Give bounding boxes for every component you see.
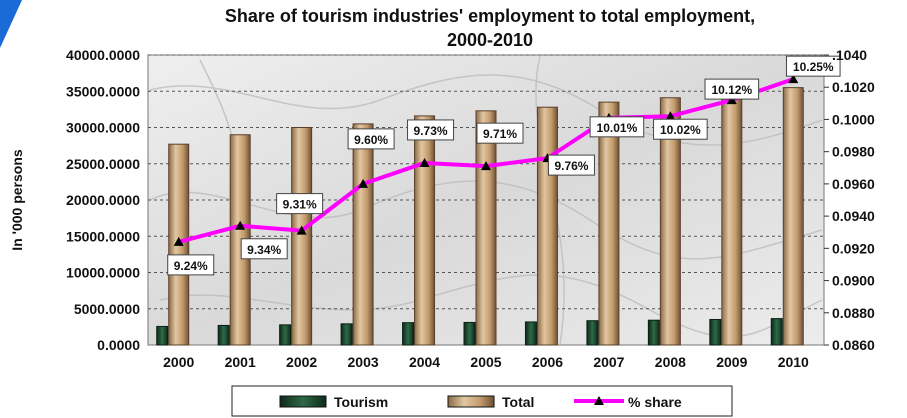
legend-swatch-total [447,395,495,408]
data-label-box [653,118,708,140]
y-axis-right: 0.0860 0.0880 0.0900 0.0920 0.0940 0.0960 0.09… [824,47,875,353]
data-label-box [589,116,645,138]
legend-label-share: % share [628,394,682,410]
x-tick-label: 2002 [286,354,317,370]
share-marker [788,74,799,84]
bar-total [598,101,620,346]
data-label: 9.24% [174,259,208,273]
y2-tick-label: 0.0880 [832,305,875,321]
corner-accent [0,0,22,48]
y-tick-label: 25000.0000 [66,156,140,172]
x-tick-label: 2010 [778,354,809,370]
bar-tourism [586,320,599,346]
share-marker [665,111,676,121]
bar-total [291,127,313,346]
x-tick-label: 2007 [593,354,624,370]
bar-tourism [463,321,476,346]
data-label-box [476,122,524,144]
bar-total [721,92,743,346]
y-tick-label: 30000.0000 [66,120,140,136]
y2-tick-label: 0.0980 [832,144,875,160]
share-marker [481,161,491,171]
bar-tourism [709,318,722,346]
data-label-box [347,128,395,150]
bar-total [659,97,681,346]
y-axis-left: 0.0000 5000.0000 10000.0000 15000.0000 20000… [66,47,140,353]
data-label-box [785,55,841,77]
x-tick-label: 2004 [409,354,440,370]
x-tick-label: 2006 [532,354,563,370]
data-label: 10.12% [711,83,752,97]
chart-title-line2: 2000-2010 [447,30,533,50]
y-tick-label: 0.0000 [97,337,140,353]
bar-total [475,110,497,346]
y2-tick-label: 0.0860 [832,337,875,353]
y-tick-label: 20000.0000 [66,192,140,208]
data-label-box [167,254,215,276]
bar-total [414,115,436,346]
bar-tourism [279,324,292,346]
x-tick-label: 2001 [225,354,256,370]
share-marker [235,220,246,230]
y-tick-label: 5000.0000 [74,301,140,317]
data-label: 9.34% [247,243,281,257]
bar-tourism [524,321,537,346]
y-tick-label: 10000.0000 [66,265,140,281]
x-axis: 2000 2001 2002 2003 2004 2005 2006 2007 2008 2009… [163,354,809,370]
y2-tick-label: 0.0900 [832,273,875,289]
data-label: 10.25% [793,60,834,74]
data-label: 10.01% [597,121,638,135]
bar-tourism [770,318,783,346]
data-labels: 9.24% 9.34% 9.31% 9.60% 9.73% 9.71% 9.76% 10.01… [167,55,841,276]
chart-title-line1: Share of tourism industries' employment … [225,6,755,26]
share-marker [296,225,307,235]
y2-tick-label: 0.1020 [832,79,875,95]
data-label-box [407,119,455,141]
data-label-box [547,154,595,176]
x-tick-label: 2003 [348,354,379,370]
share-marker [419,157,430,167]
data-label: 9.73% [414,124,448,138]
legend-swatch-tourism [279,395,327,408]
legend-label-total: Total [502,394,534,410]
y-tick-label: 40000.0000 [66,47,140,63]
y2-tick-label: 0.0940 [832,208,875,224]
bar-total [782,87,804,346]
legend: Tourism Total % share [231,385,733,417]
data-label: 10.02% [660,123,701,137]
legend-label-tourism: Tourism [334,394,388,410]
y-tick-label: 15000.0000 [66,228,140,244]
data-label: 9.31% [283,198,317,212]
share-marker [173,236,184,246]
bar-tourism [217,324,230,346]
y2-tick-label: 0.1000 [832,111,875,127]
y-tick-label: 35000.0000 [66,83,140,99]
y2-tick-label: 0.0960 [832,176,875,192]
bar-tourism [647,319,660,346]
y2-tick-label: 0.0920 [832,240,875,256]
bar-tourism [340,323,353,346]
data-label-box [704,78,760,100]
x-tick-label: 2008 [655,354,686,370]
data-label: 9.71% [483,127,517,141]
bar-total [536,106,558,346]
bar-tourism [402,322,415,346]
data-label-box [276,193,324,215]
bar-tourism [156,325,169,346]
data-label: 9.60% [354,133,388,147]
x-tick-label: 2005 [470,354,501,370]
data-label-box [240,238,288,260]
share-marker [358,178,369,188]
y-axis-label: In '000 persons [9,149,25,251]
x-tick-label: 2000 [163,354,194,370]
data-label: 9.76% [554,159,588,173]
x-tick-label: 2009 [716,354,747,370]
bar-total [352,123,374,346]
y2-tick-label: .1040 [832,47,867,63]
legend-swatch-share-marker [594,396,604,405]
